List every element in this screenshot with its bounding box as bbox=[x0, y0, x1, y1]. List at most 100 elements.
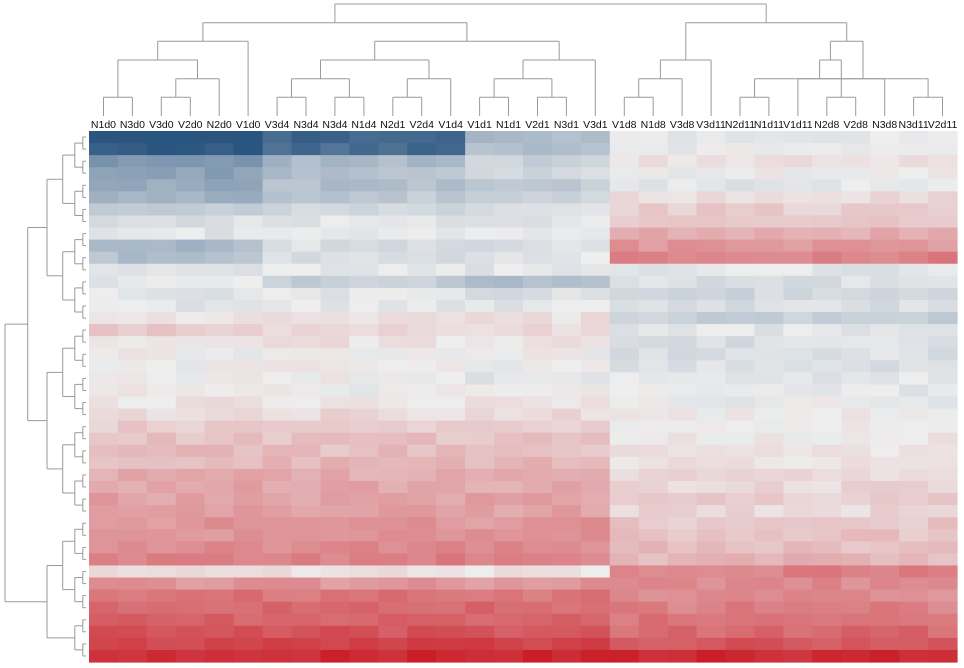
heatmap-cell bbox=[928, 227, 958, 241]
heatmap-cell bbox=[233, 529, 264, 542]
heatmap-cell bbox=[754, 529, 784, 542]
heatmap-cell bbox=[349, 324, 379, 337]
heatmap-cell bbox=[696, 336, 727, 349]
heatmap-cell bbox=[407, 299, 437, 313]
heatmap-cell bbox=[754, 408, 784, 422]
heatmap-cell bbox=[117, 625, 148, 639]
heatmap-cell bbox=[436, 239, 466, 253]
heatmap-cell bbox=[609, 420, 640, 434]
heatmap-cell bbox=[841, 131, 871, 144]
heatmap-cell bbox=[667, 589, 698, 603]
heatmap-cell bbox=[175, 613, 206, 627]
heatmap-cell bbox=[551, 505, 582, 518]
heatmap-cell bbox=[870, 191, 900, 205]
heatmap-cell bbox=[696, 408, 727, 422]
heatmap-cell bbox=[146, 384, 177, 398]
heatmap-cell bbox=[783, 408, 813, 422]
heatmap-cell bbox=[175, 444, 206, 458]
heatmap-cell bbox=[204, 432, 235, 446]
heatmap-cell bbox=[320, 613, 350, 627]
heatmap-cell bbox=[899, 348, 929, 361]
heatmap-cell bbox=[89, 384, 119, 398]
heatmap-cell bbox=[523, 239, 553, 253]
heatmap-cell bbox=[870, 263, 900, 277]
heatmap-cell bbox=[580, 215, 611, 229]
heatmap-cell bbox=[436, 324, 466, 337]
heatmap-cell bbox=[609, 251, 640, 265]
heatmap-cell bbox=[638, 263, 669, 277]
heatmap-cell bbox=[725, 203, 756, 217]
heatmap-cell bbox=[928, 143, 958, 156]
heatmap-cell bbox=[580, 203, 611, 217]
heatmap-cell bbox=[551, 637, 582, 651]
heatmap-cell bbox=[638, 529, 669, 542]
heatmap-cell bbox=[754, 649, 784, 663]
heatmap-cell bbox=[928, 541, 958, 554]
heatmap-cell bbox=[551, 420, 582, 434]
heatmap-cell bbox=[551, 324, 582, 337]
heatmap-cell bbox=[841, 360, 871, 373]
heatmap-cell bbox=[812, 348, 842, 361]
heatmap-cell bbox=[580, 179, 611, 192]
heatmap-cell bbox=[175, 493, 206, 506]
heatmap-cell bbox=[870, 517, 900, 530]
heatmap-cell bbox=[841, 649, 871, 663]
heatmap-cell bbox=[754, 336, 784, 349]
heatmap-cell bbox=[696, 191, 727, 205]
heatmap-cell bbox=[349, 625, 379, 639]
heatmap-cell bbox=[523, 444, 553, 458]
heatmap-cell bbox=[117, 167, 148, 180]
heatmap-cell bbox=[465, 396, 495, 410]
heatmap-cell bbox=[349, 263, 379, 277]
heatmap-cell bbox=[233, 215, 264, 229]
heatmap-cell bbox=[349, 275, 379, 289]
heatmap-cell bbox=[841, 336, 871, 349]
heatmap-cell bbox=[841, 601, 871, 615]
heatmap-cell bbox=[204, 143, 235, 156]
heatmap-cell bbox=[89, 287, 119, 301]
heatmap-cell bbox=[146, 432, 177, 446]
heatmap-cell bbox=[89, 179, 119, 192]
heatmap-cell bbox=[899, 649, 929, 663]
heatmap-cell bbox=[204, 541, 235, 554]
heatmap-cell bbox=[754, 312, 784, 325]
heatmap-cell bbox=[175, 131, 206, 144]
heatmap-cell bbox=[523, 408, 553, 422]
heatmap-cell bbox=[349, 239, 379, 253]
heatmap-cell bbox=[725, 577, 756, 591]
heatmap-cell bbox=[320, 408, 350, 422]
heatmap-cell bbox=[291, 155, 322, 168]
heatmap-cell bbox=[928, 203, 958, 217]
heatmap-cell bbox=[609, 444, 640, 458]
heatmap-cell bbox=[175, 143, 206, 156]
heatmap-cell bbox=[928, 348, 958, 361]
heatmap-cell bbox=[725, 215, 756, 229]
heatmap-cell bbox=[378, 336, 408, 349]
heatmap-cell bbox=[696, 155, 727, 168]
heatmap-cell bbox=[291, 480, 322, 494]
heatmap-cell bbox=[262, 577, 293, 591]
heatmap-cell bbox=[580, 577, 611, 591]
heatmap-cell bbox=[378, 167, 408, 180]
heatmap-cell bbox=[204, 589, 235, 603]
heatmap-cell bbox=[89, 420, 119, 434]
heatmap-cell bbox=[754, 275, 784, 289]
heatmap-cell bbox=[551, 553, 582, 567]
heatmap-cell bbox=[436, 131, 466, 144]
heatmap-cell bbox=[436, 480, 466, 494]
heatmap-cell bbox=[320, 336, 350, 349]
heatmap-cell bbox=[754, 131, 784, 144]
heatmap-cell bbox=[523, 263, 553, 277]
heatmap-cell bbox=[580, 275, 611, 289]
heatmap-cell bbox=[812, 215, 842, 229]
heatmap-cell bbox=[841, 203, 871, 217]
heatmap-cell bbox=[320, 625, 350, 639]
heatmap-cell bbox=[523, 336, 553, 349]
heatmap-cell bbox=[667, 432, 698, 446]
heatmap-cell bbox=[667, 384, 698, 398]
heatmap-cell bbox=[551, 384, 582, 398]
column-dendrogram bbox=[103, 3, 943, 116]
heatmap-cell bbox=[320, 324, 350, 337]
heatmap-cell bbox=[465, 456, 495, 470]
heatmap-cell bbox=[117, 275, 148, 289]
